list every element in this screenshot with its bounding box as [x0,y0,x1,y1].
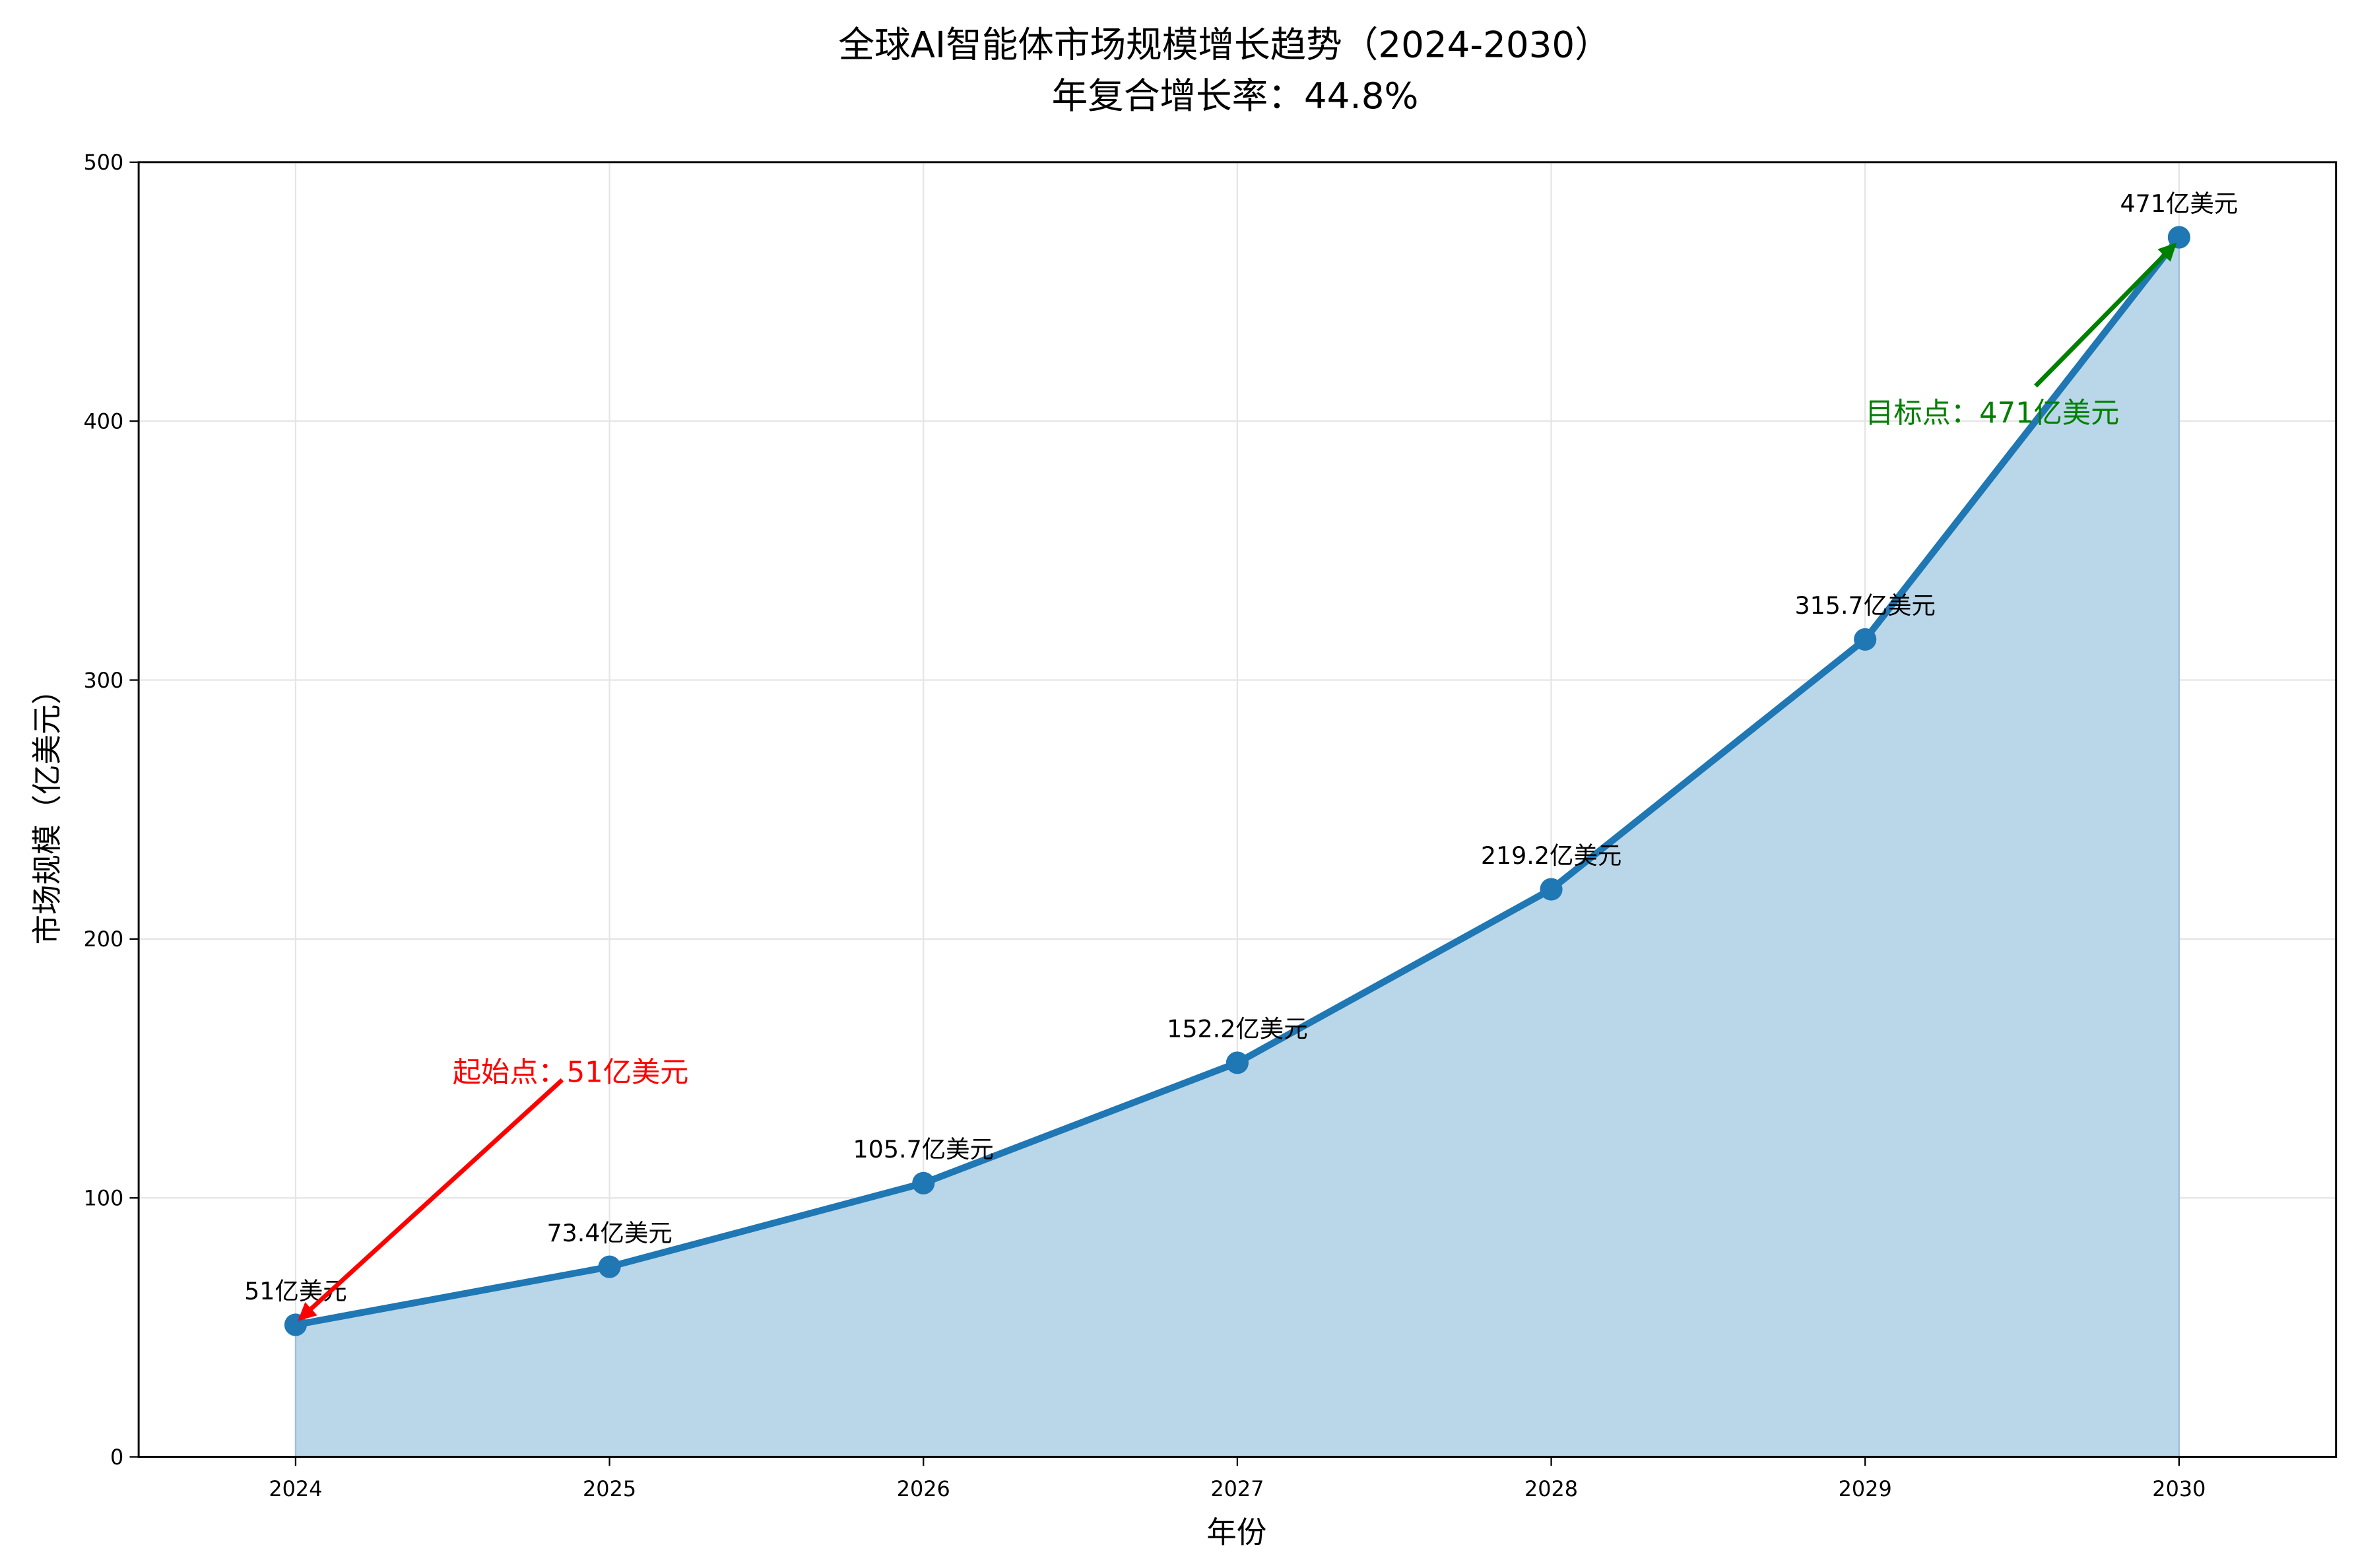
y-tick-label: 100 [84,1186,124,1211]
x-tick-label: 2025 [583,1476,636,1501]
data-label: 73.4亿美元 [546,1219,672,1247]
annotation-arrow-start [298,1078,564,1321]
x-tick-label: 2024 [269,1476,322,1501]
data-point [598,1255,621,1278]
data-label: 152.2亿美元 [1167,1015,1307,1043]
data-label: 315.7亿美元 [1794,591,1935,620]
data-label: 219.2亿美元 [1481,841,1621,870]
data-point [1540,878,1563,901]
y-tick-label: 0 [110,1445,123,1470]
data-label: 471亿美元 [2120,189,2239,218]
x-tick-label: 2030 [2152,1476,2206,1501]
data-point [1226,1051,1249,1074]
data-point [1854,628,1877,651]
x-tick-label: 2029 [1839,1476,1892,1501]
x-axis-label: 年份 [1206,1515,1266,1550]
annotation-arrow-target [2034,242,2177,388]
y-tick-label: 400 [84,409,124,434]
chart-title: 全球AI智能体市场规模增长趋势（2024-2030） [838,23,1610,65]
data-label: 105.7亿美元 [853,1135,994,1163]
x-tick-label: 2026 [897,1476,950,1501]
y-axis-label: 市场规模（亿美元） [30,674,65,945]
data-point [912,1171,935,1194]
y-tick-label: 200 [84,927,124,952]
chart-subtitle: 年复合增长率：44.8% [1052,75,1419,117]
y-tick-label: 500 [84,150,124,175]
x-tick-label: 2028 [1524,1476,1578,1501]
annotation-start: 起始点：51亿美元 [453,1057,689,1090]
x-tick-label: 2027 [1210,1476,1264,1501]
y-tick-label: 300 [84,668,124,693]
annotation-target: 目标点：471亿美元 [1865,397,2119,430]
